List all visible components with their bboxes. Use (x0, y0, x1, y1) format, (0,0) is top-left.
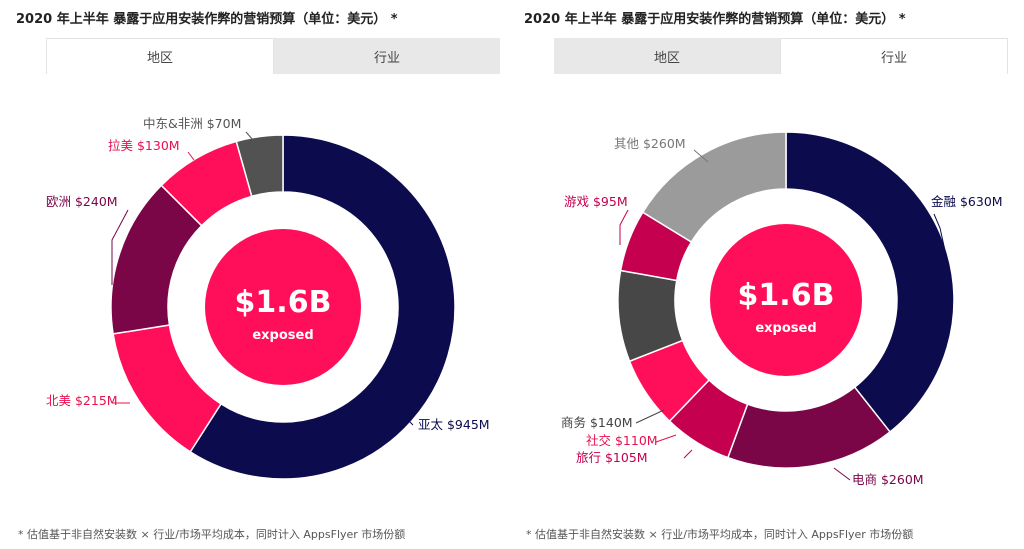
slice-leader-line (933, 213, 947, 256)
tab-industry[interactable]: 行业 (274, 38, 500, 74)
slice-label: 其他 $260M (614, 136, 686, 151)
slice-leader-line (187, 151, 195, 161)
chart-title: 2020 年上半年 暴露于应用安装作弊的营销预算（单位：美元） * (16, 12, 398, 27)
center-label: exposed (755, 321, 816, 336)
center-circle (710, 224, 862, 376)
slice-label: 亚太 $945M (418, 417, 490, 432)
slice-leader-line (245, 131, 254, 141)
center-label: exposed (252, 328, 313, 343)
slice-leader-line (619, 209, 629, 245)
donut-chart-region: 亚太 $945M 北美 $215M 欧洲 $240M 拉美 $130M 中东&非洲 $7… (46, 116, 490, 480)
donut-slice (785, 131, 955, 433)
donut-slice (235, 134, 284, 198)
slice-leader-line (683, 449, 693, 459)
slice-label: 旅行 $105M (576, 450, 648, 465)
center-circle (205, 229, 361, 385)
donut-slice (189, 134, 456, 480)
slice-label: 金融 $630M (931, 194, 1003, 209)
slice-label: 电商 $260M (852, 472, 924, 487)
donut-chart-industry: 金融 $630M 电商 $260M 旅行 $105M 社交 $110M 商务 $140M… (561, 131, 1003, 487)
center-value: $1.6B (235, 285, 332, 320)
chart-panel-region: 2020 年上半年 暴露于应用安装作弊的营销预算（单位：美元） * 地区 行业 … (8, 0, 508, 549)
slice-leader-line (655, 434, 677, 443)
slice-label: 商务 $140M (561, 415, 633, 430)
slice-leader-line (111, 209, 129, 285)
footnote: * 估值基于非自然安装数 × 行业/市场平均成本，同时计入 AppsFlyer … (526, 528, 914, 541)
chart-panel-industry: 2020 年上半年 暴露于应用安装作弊的营销预算（单位：美元） * 地区 行业 … (516, 0, 1016, 549)
slice-label: 中东&非洲 $70M (143, 116, 241, 131)
footnote: * 估值基于非自然安装数 × 行业/市场平均成本，同时计入 AppsFlyer … (18, 528, 406, 541)
slice-label: 欧洲 $240M (46, 194, 118, 209)
slice-label: 社交 $110M (586, 433, 658, 448)
chart-title: 2020 年上半年 暴露于应用安装作弊的营销预算（单位：美元） * (524, 12, 906, 27)
slice-leader-line (635, 409, 665, 424)
tab-bar: 地区 行业 (554, 38, 1008, 74)
tab-industry[interactable]: 行业 (780, 38, 1008, 74)
tab-region[interactable]: 地区 (554, 38, 780, 74)
slice-label: 拉美 $130M (108, 138, 180, 153)
tab-bar: 地区 行业 (46, 38, 500, 74)
tab-region[interactable]: 地区 (46, 38, 274, 74)
slice-leader-line (833, 467, 851, 481)
center-value: $1.6B (738, 278, 835, 313)
slice-label: 北美 $215M (46, 393, 118, 408)
donut-slice (641, 131, 787, 244)
slice-leader-line (399, 411, 414, 426)
slice-label: 游戏 $95M (564, 194, 628, 209)
slice-leader-line (693, 149, 709, 163)
